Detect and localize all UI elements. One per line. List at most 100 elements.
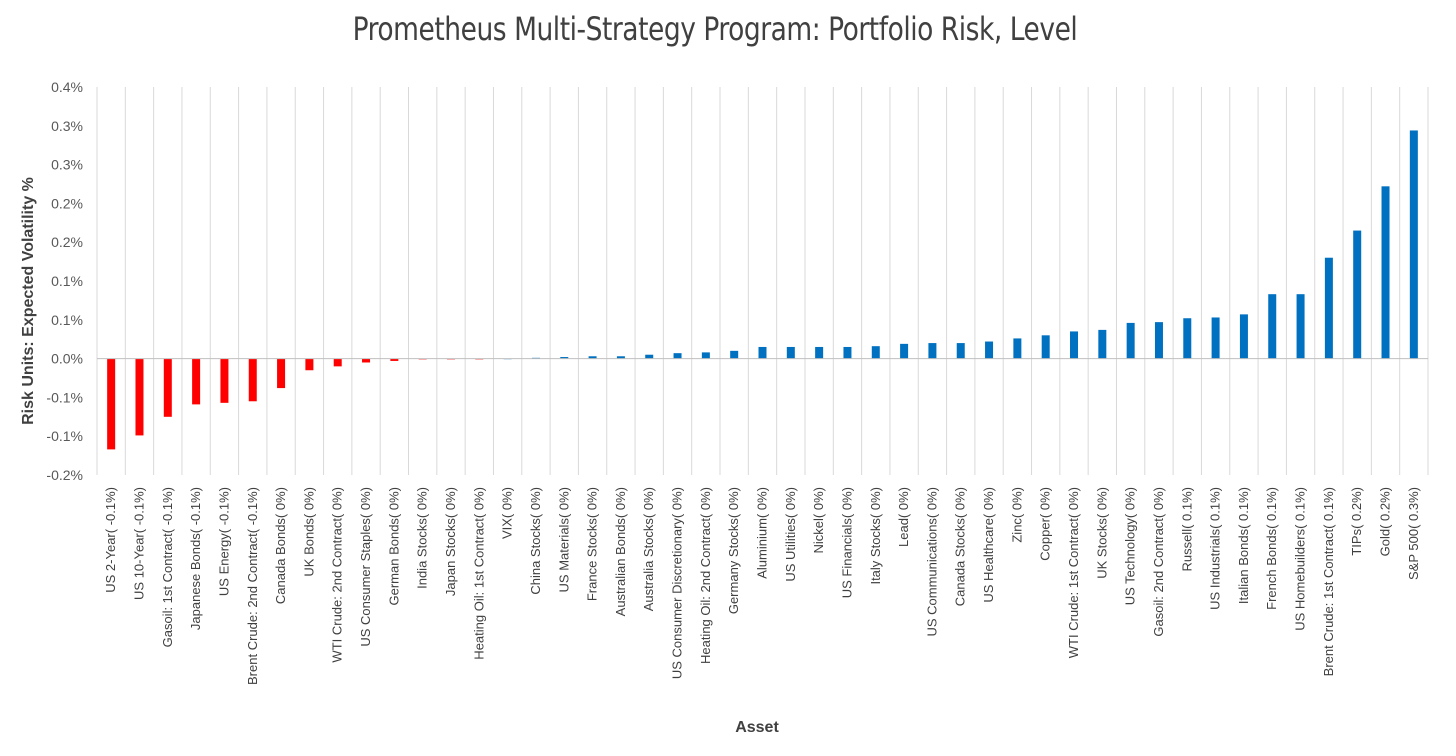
bar: [900, 343, 909, 359]
x-tick-label: US Communications( 0%): [924, 487, 939, 637]
x-tick-label: US Consumer Staples( 0%): [358, 487, 373, 647]
bar: [673, 353, 682, 359]
x-tick-label: France Stocks( 0%): [585, 487, 600, 601]
x-tick-label: Brent Crude: 2nd Contract( -0.1%): [245, 487, 260, 685]
bar: [333, 358, 342, 367]
bar: [871, 346, 880, 359]
x-tick-label: Canada Stocks( 0%): [953, 487, 968, 606]
x-tick-label: Italy Stocks( 0%): [868, 487, 883, 585]
bar: [1324, 257, 1333, 359]
bar-series: [107, 130, 1418, 450]
bar: [843, 346, 852, 359]
x-tick-label: Japanese Bonds( -0.1%): [188, 487, 203, 630]
bar: [362, 358, 371, 363]
y-tick-label: -0.1%: [46, 428, 83, 444]
y-axis-title: Risk Units: Expected Volatility %: [20, 177, 37, 425]
y-tick-label: -0.2%: [46, 467, 83, 483]
x-tick-label: Gold( 0.2%): [1378, 487, 1393, 556]
bar: [1268, 294, 1277, 359]
bar: [815, 346, 824, 359]
bar: [701, 352, 710, 359]
x-tick-label: US Materials( 0%): [556, 487, 571, 592]
y-tick-label: -0.1%: [46, 389, 83, 405]
x-tick-label: WTI Crude: 1st Contract( 0%): [1066, 487, 1081, 658]
bar: [1381, 186, 1390, 359]
x-tick-label: S&P 500( 0.3%): [1406, 487, 1421, 580]
bar: [1296, 294, 1305, 359]
x-tick-label: Zinc( 0%): [1009, 487, 1024, 543]
x-tick-label: Lead( 0%): [896, 487, 911, 547]
x-tick-label: French Bonds( 0.1%): [1264, 487, 1279, 610]
x-tick-label: Italian Bonds( 0.1%): [1236, 487, 1251, 604]
x-tick-label: Canada Bonds( 0%): [273, 487, 288, 604]
y-tick-label: 0.1%: [51, 312, 83, 328]
bar: [1239, 314, 1248, 359]
bar: [390, 358, 399, 361]
bar: [1013, 338, 1022, 359]
bar: [163, 358, 172, 417]
x-tick-label: Heating Oil: 1st Contract( 0%): [471, 487, 486, 660]
grid-lines: [96, 87, 1429, 475]
x-tick-label: Australia Stocks( 0%): [641, 487, 656, 611]
x-tick-label: Gasoil: 2nd Contract( 0%): [1151, 487, 1166, 637]
y-tick-label: 0.3%: [51, 118, 83, 134]
x-axis-ticks: US 2-Year( -0.1%) US 10-Year( -0.1%) Gasoi…: [103, 487, 1421, 685]
x-tick-label: Germany Stocks( 0%): [726, 487, 741, 614]
bar: [1098, 329, 1107, 359]
bar: [616, 356, 625, 359]
x-tick-label: Copper( 0%): [1038, 487, 1053, 561]
bar: [1070, 331, 1079, 359]
bar: [1154, 322, 1163, 359]
x-tick-label: Nickel( 0%): [811, 487, 826, 553]
bar: [277, 358, 286, 389]
bar: [588, 356, 597, 359]
bar: [786, 346, 795, 359]
x-tick-label: US 10-Year( -0.1%): [131, 487, 146, 600]
y-tick-label: 0.2%: [51, 234, 83, 250]
x-tick-label: Gasoil: 1st Contract( -0.1%): [160, 487, 175, 647]
y-tick-label: 0.3%: [51, 157, 83, 173]
x-tick-label: US 2-Year( -0.1%): [103, 487, 118, 593]
x-axis-title: Asset: [735, 719, 779, 736]
x-tick-label: US Consumer Discretionary( 0%): [670, 487, 685, 679]
chart-title: Prometheus Multi-Strategy Program: Portf…: [352, 10, 1078, 48]
bar: [248, 358, 257, 402]
bar: [560, 357, 569, 359]
x-tick-label: US Financials( 0%): [839, 487, 854, 598]
x-tick-label: WTI Crude: 2nd Contract( 0%): [330, 487, 345, 663]
x-tick-label: US Industrials( 0.1%): [1208, 487, 1223, 610]
x-tick-label: UK Stocks( 0%): [1094, 487, 1109, 579]
y-tick-label: 0.1%: [51, 273, 83, 289]
bar: [107, 358, 116, 450]
x-tick-label: US Healthcare( 0%): [981, 487, 996, 603]
bar: [1353, 230, 1362, 359]
bar: [985, 341, 994, 359]
bar: [645, 354, 654, 359]
x-tick-label: China Stocks( 0%): [528, 487, 543, 595]
bar: [192, 358, 201, 405]
x-tick-label: UK Bonds( 0%): [301, 487, 316, 577]
bar: [220, 358, 229, 403]
bar: [956, 343, 965, 359]
y-tick-label: 0.4%: [51, 79, 83, 95]
y-axis-ticks: 0.4% 0.3% 0.3% 0.2% 0.2% 0.1% 0.1% 0.0% -0.1% -0.…: [46, 79, 83, 483]
x-tick-label: US Utilities( 0%): [783, 487, 798, 582]
x-tick-label: Aluminium( 0%): [755, 487, 770, 579]
bar: [135, 358, 144, 436]
bar: [1409, 130, 1418, 359]
x-tick-label: TIPs( 0.2%): [1349, 487, 1364, 556]
bar: [1126, 322, 1135, 359]
bar: [1183, 318, 1192, 359]
x-tick-label: German Bonds( 0%): [386, 487, 401, 606]
x-tick-label: VIX( 0%): [500, 487, 515, 539]
y-tick-label: 0.2%: [51, 195, 83, 211]
bar: [758, 346, 767, 359]
x-tick-label: Japan Stocks( 0%): [443, 487, 458, 596]
x-tick-label: Russell( 0.1%): [1179, 487, 1194, 572]
bar: [305, 358, 314, 371]
y-tick-label: 0.0%: [51, 351, 83, 367]
x-tick-label: US Energy( -0.1%): [216, 487, 231, 596]
x-tick-label: US Technology( 0%): [1123, 487, 1138, 605]
x-tick-label: Heating Oil: 2nd Contract( 0%): [698, 487, 713, 664]
